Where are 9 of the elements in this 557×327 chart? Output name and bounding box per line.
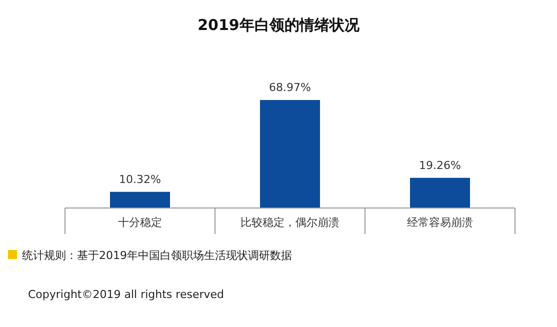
text: Copyright©2019 all rights reserved: [28, 288, 224, 301]
x-tick-label: 十分稳定: [118, 216, 162, 229]
x-tick-label: 比较稳定，偶尔崩溃: [240, 216, 340, 229]
data-label: 10.32%: [119, 172, 161, 186]
text: 统计规则：基于2019年中国白领职场生活现状调研数据: [22, 249, 292, 262]
data-label: 19.26%: [419, 158, 461, 172]
chart-title: 2019年白领的情绪状况: [198, 16, 360, 34]
x-tick-label: 经常容易崩溃: [407, 216, 473, 229]
data-label: 68.97%: [269, 81, 311, 94]
